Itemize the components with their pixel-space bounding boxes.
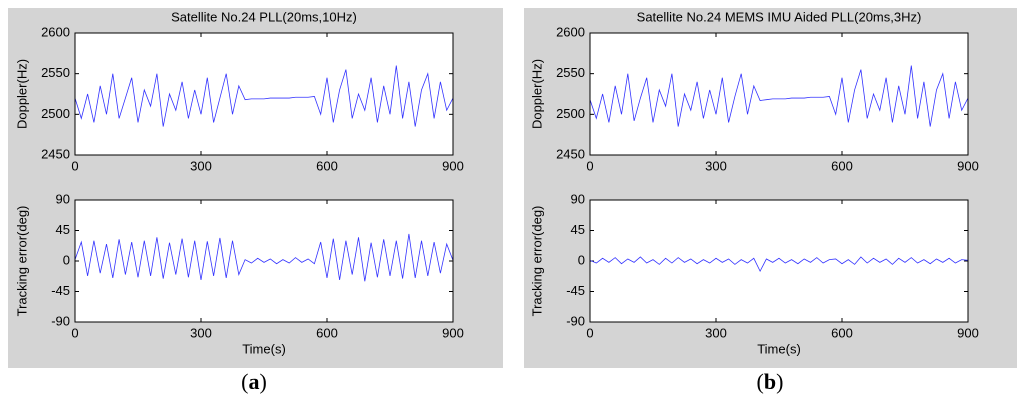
caption: (a) bbox=[241, 369, 267, 394]
x-tick-label: 600 bbox=[316, 325, 338, 340]
x-tick-label: 900 bbox=[957, 325, 979, 340]
y-axis-label: Tracking error(deg) bbox=[529, 206, 544, 317]
x-axis-label: Time(s) bbox=[757, 341, 801, 356]
y-axis-label: Tracking error(deg) bbox=[14, 206, 29, 317]
chart-title: Satellite No.24 PLL(20ms,10Hz) bbox=[171, 9, 357, 24]
data-line bbox=[589, 256, 969, 273]
plot-frame bbox=[589, 32, 969, 156]
chart-title: Satellite No.24 MEMS IMU Aided PLL(20ms,… bbox=[637, 9, 922, 24]
y-tick-label: 45 bbox=[56, 222, 70, 237]
y-tick-label: 45 bbox=[571, 222, 585, 237]
plot-area bbox=[75, 200, 453, 322]
y-axis-label: Doppler(Hz) bbox=[14, 59, 29, 129]
x-tick-label: 600 bbox=[831, 158, 853, 173]
x-tick-label: 0 bbox=[71, 158, 78, 173]
x-tick-label: 900 bbox=[957, 158, 979, 173]
y-tick-label: 2450 bbox=[41, 146, 70, 161]
x-tick-label: 0 bbox=[586, 325, 593, 340]
plot-frame bbox=[589, 199, 969, 323]
data-line bbox=[589, 65, 969, 127]
plot-frame bbox=[74, 32, 454, 156]
y-tick-label: 2500 bbox=[41, 106, 70, 121]
y-tick-label: 2550 bbox=[556, 65, 585, 80]
x-tick-label: 0 bbox=[586, 158, 593, 173]
y-tick-label: 2600 bbox=[41, 24, 70, 39]
y-tick-label: 2550 bbox=[41, 65, 70, 80]
y-axis-label: Doppler(Hz) bbox=[529, 59, 544, 129]
x-tick-label: 600 bbox=[831, 325, 853, 340]
plot-area bbox=[590, 33, 968, 155]
data-line bbox=[74, 233, 454, 282]
x-tick-label: 900 bbox=[442, 325, 464, 340]
plot-area bbox=[590, 200, 968, 322]
x-tick-label: 300 bbox=[190, 158, 212, 173]
x-tick-label: 300 bbox=[190, 325, 212, 340]
y-tick-label: 0 bbox=[578, 252, 585, 267]
plot-frame bbox=[74, 199, 454, 323]
x-tick-label: 600 bbox=[316, 158, 338, 173]
plot-area bbox=[75, 33, 453, 155]
x-tick-label: 0 bbox=[71, 325, 78, 340]
x-axis-label: Time(s) bbox=[242, 341, 286, 356]
y-tick-label: -45 bbox=[566, 283, 585, 298]
y-tick-label: 90 bbox=[56, 191, 70, 206]
data-line bbox=[74, 65, 454, 127]
x-tick-label: 300 bbox=[705, 158, 727, 173]
y-tick-label: 2450 bbox=[556, 146, 585, 161]
y-tick-label: 2500 bbox=[556, 106, 585, 121]
x-tick-label: 900 bbox=[442, 158, 464, 173]
y-tick-label: 90 bbox=[571, 191, 585, 206]
x-tick-label: 300 bbox=[705, 325, 727, 340]
y-tick-label: -90 bbox=[51, 313, 70, 328]
y-tick-label: -45 bbox=[51, 283, 70, 298]
y-tick-label: 2600 bbox=[556, 24, 585, 39]
caption: (b) bbox=[757, 369, 784, 394]
y-tick-label: 0 bbox=[63, 252, 70, 267]
y-tick-label: -90 bbox=[566, 313, 585, 328]
